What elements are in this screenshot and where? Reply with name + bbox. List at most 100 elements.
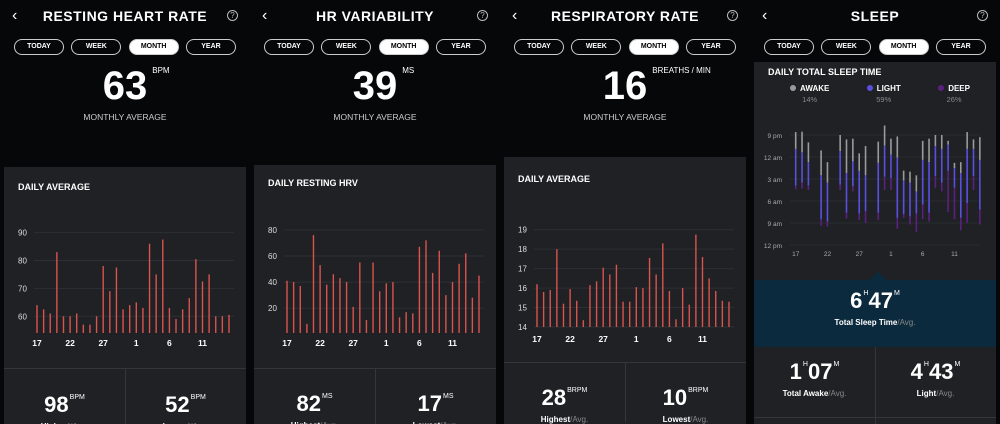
x-tick-label: 22 [315,338,325,348]
bar-day-9 [188,298,190,333]
tab-month[interactable]: MONTH [378,39,429,55]
bar-day-31 [128,305,131,333]
bar-day-14 [221,316,224,333]
average-number: 63 [102,64,148,108]
y-tick-label: 90 [18,229,27,238]
legend-label: LIGHT [876,84,901,93]
bar-day-11 [451,282,454,333]
back-chevron-icon[interactable]: ‹ [762,7,768,24]
back-chevron-icon[interactable]: ‹ [512,7,518,24]
bar-day-21 [312,235,315,333]
bar-day-13 [215,316,217,333]
stat-highest: 98BPM Highest/Avg. [4,392,125,424]
minutes: 43 [928,359,954,384]
help-icon[interactable]: ? [477,10,488,21]
bar-day-17 [36,305,38,333]
y-tick-label: 18 [518,245,527,254]
bar-day-15 [478,275,480,333]
help-icon[interactable]: ? [977,10,988,21]
tab-week[interactable]: WEEK [321,39,372,55]
y-tick-label: 15 [518,304,527,313]
hours: 4 [910,359,923,384]
screen-title: RESPIRATORY RATE [550,8,700,24]
stat-number: 82 [296,391,321,416]
tab-year[interactable]: YEAR [435,39,486,55]
average-value: 39 MS [353,64,415,108]
bar-day-3 [148,243,151,333]
light-segment-day-14 [972,148,975,177]
stat-value: 52BPM [125,392,246,418]
tab-today[interactable]: TODAY [514,39,564,55]
deep-segment-day-7 [928,212,930,222]
awake-segment-day-11 [953,162,956,168]
bar-day-2 [142,307,144,333]
back-chevron-icon[interactable]: ‹ [262,7,268,24]
x-tick-label: 6 [167,338,172,348]
average-unit: BPM [152,66,170,75]
tab-week[interactable]: WEEK [821,39,872,55]
awake-segment-day-10 [947,140,949,145]
awake-segment-day-5 [915,175,918,192]
light-segment-day-25 [845,173,848,213]
deep-segment-day-6 [921,204,924,220]
tab-today[interactable]: TODAY [764,39,814,55]
tab-week[interactable]: WEEK [571,39,622,55]
stat-value: 98BPM [4,392,125,418]
legend-dot-icon [938,85,945,91]
tab-year[interactable]: YEAR [935,39,986,55]
average-unit: BREATHS / MIN [652,66,711,75]
stat-label: Lowest/Avg. [625,415,746,424]
tab-week[interactable]: WEEK [71,39,122,55]
tab-year[interactable]: YEAR [685,39,736,55]
light-segment-day-27 [858,170,860,214]
awake-segment-day-26 [852,138,854,162]
legend-dot-icon [866,85,873,91]
x-tick-label: 1 [134,338,139,348]
light-segment-day-2 [896,157,899,218]
x-tick-label: 27 [98,338,108,348]
stat-total-awake: 1H07M Total Awake/Avg. [754,359,875,398]
y-tick-label: 60 [18,312,27,321]
x-tick-label: 11 [448,338,457,348]
x-tick-label: 1 [634,334,639,344]
deep-segment-day-4 [909,216,911,225]
y-tick-label: 14 [518,323,527,332]
light-segment-day-22 [826,182,829,222]
awake-segment-day-1 [890,138,892,155]
bar-day-5 [162,239,164,333]
bar-day-11 [201,281,204,333]
tab-today[interactable]: TODAY [14,39,64,55]
divider [875,347,876,424]
help-icon[interactable]: ? [727,10,738,21]
deep-segment-day-17 [794,185,797,190]
awake-segment-day-31 [883,125,886,146]
bar-day-9 [688,304,690,327]
x-tick-label: 1 [889,251,893,258]
tab-year[interactable]: YEAR [185,39,236,55]
bar-day-19 [549,290,551,327]
average-value: 16 BREATHS / MIN [603,64,711,108]
chart-title: DAILY RESTING HRV [268,178,358,188]
monthly-average: 16 BREATHS / MIN [500,64,750,109]
help-icon[interactable]: ? [227,10,238,21]
tab-month[interactable]: MONTH [878,39,929,55]
stat-unit: BRPM [567,387,588,394]
bar-day-4 [655,274,657,327]
deep-segment-day-5 [915,213,918,232]
back-chevron-icon[interactable]: ‹ [12,7,18,24]
tab-today[interactable]: TODAY [264,39,314,55]
tab-month[interactable]: MONTH [628,39,679,55]
chart-title: DAILY AVERAGE [18,182,91,192]
hours-unit: H [802,361,808,368]
light-segment-day-31 [883,145,886,177]
bar-day-7 [425,240,427,333]
light-segment-day-11 [953,168,956,188]
y-tick-label: 40 [268,278,277,287]
bar-day-25 [339,278,341,333]
legend-label: AWAKE [800,84,830,93]
x-tick-label: 11 [698,334,707,344]
bar-day-30 [372,262,374,333]
tab-month[interactable]: MONTH [128,39,179,55]
legend-light: LIGHT 59% [866,84,901,104]
